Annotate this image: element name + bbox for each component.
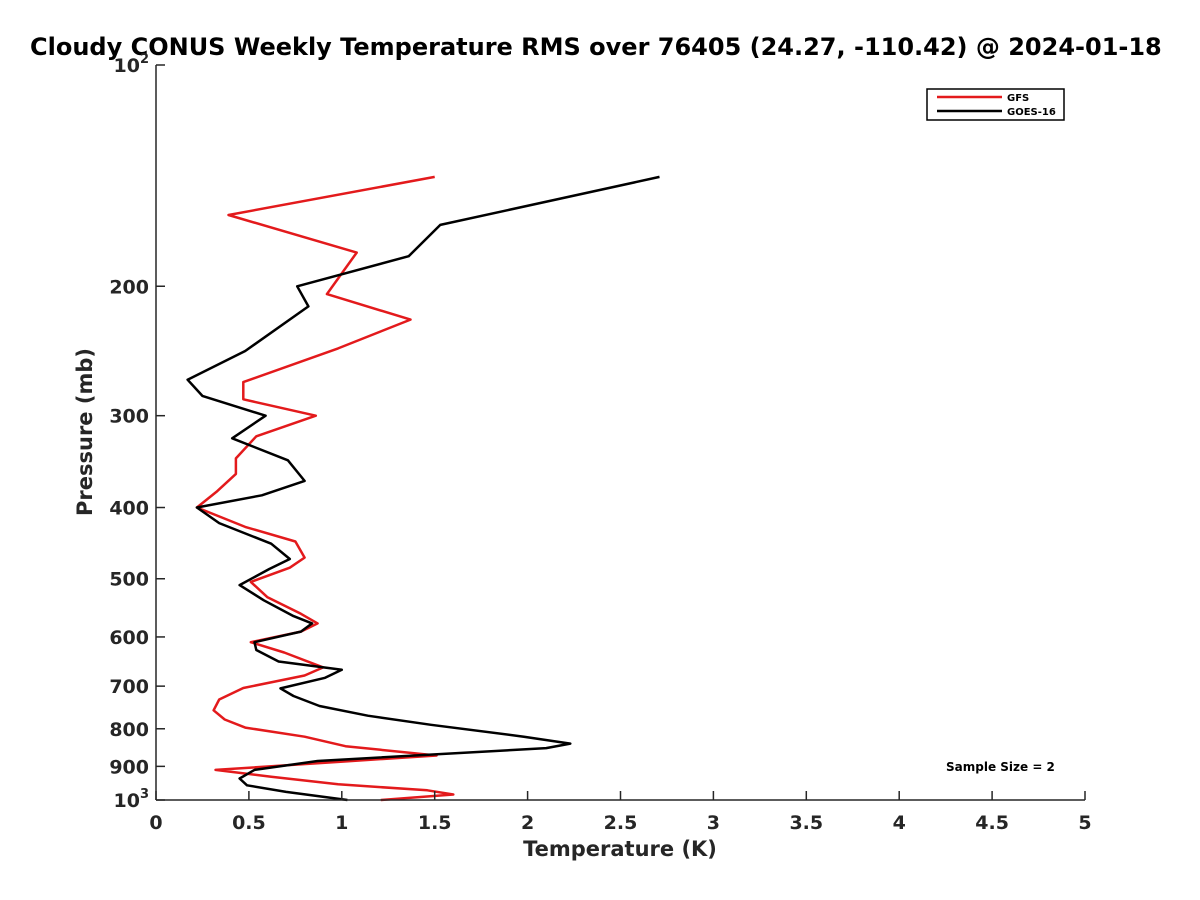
y-tick-label: 300	[109, 406, 149, 428]
x-tick-label: 2.5	[604, 812, 638, 834]
y-tick-label: 700	[109, 676, 149, 698]
x-tick-label: 3.5	[789, 812, 823, 834]
y-tick-label: 800	[109, 719, 149, 741]
legend-label-goes-16: GOES-16	[1007, 107, 1056, 118]
chart-title: Cloudy CONUS Weekly Temperature RMS over…	[30, 33, 1162, 61]
x-axis-label: Temperature (K)	[523, 837, 717, 861]
legend-box	[926, 88, 1065, 121]
x-tick-label: 1	[335, 812, 348, 834]
y-tick-label: 900	[109, 756, 149, 778]
sample-size-annotation: Sample Size = 2	[946, 760, 1055, 774]
x-tick-label: 4	[893, 812, 906, 834]
y-tick-label: 200	[109, 276, 149, 298]
y-tick-label: 600	[109, 627, 149, 649]
x-tick-label: 3	[707, 812, 720, 834]
series-layer	[186, 175, 660, 802]
y-tick-label: 400	[109, 498, 149, 520]
series-line-goes-16	[186, 175, 660, 802]
x-tick-label: 2	[521, 812, 534, 834]
x-ticks: 0 0.5 1 1.5 2 2.5 3 3.5 4 4.5 5	[149, 791, 1092, 834]
y-tick-label: 500	[109, 569, 149, 591]
legend: GFS GOES-16	[926, 88, 1065, 121]
x-tick-label: 4.5	[975, 812, 1009, 834]
x-tick-label: 0.5	[232, 812, 266, 834]
legend-label-gfs: GFS	[1007, 93, 1029, 104]
x-tick-label: 0	[149, 812, 162, 834]
y-ticks: 102 200 300 400 500 600 700 800 900 103	[109, 52, 165, 812]
x-tick-label: 5	[1078, 812, 1091, 834]
y-tick-label: 102	[114, 52, 150, 77]
series-line-gfs	[195, 175, 455, 802]
y-axis-label: Pressure (mb)	[73, 348, 97, 516]
y-tick-label: 103	[114, 787, 150, 812]
x-tick-label: 1.5	[418, 812, 452, 834]
